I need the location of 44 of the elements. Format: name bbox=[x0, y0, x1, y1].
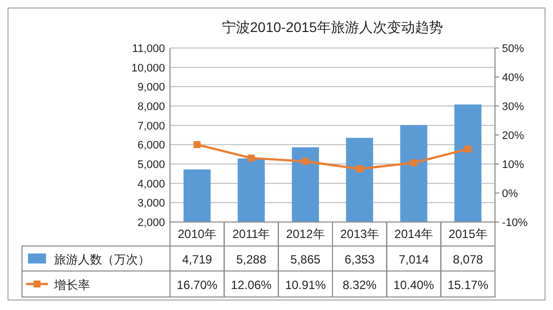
data-label: 10.91% bbox=[285, 278, 326, 292]
point bbox=[194, 141, 201, 148]
legend-label: 增长率 bbox=[53, 278, 90, 292]
point bbox=[356, 165, 364, 172]
y-tick-label: 4,000 bbox=[137, 178, 165, 190]
data-label: 5,288 bbox=[236, 252, 267, 266]
point bbox=[410, 159, 418, 166]
data-label: 12.06% bbox=[230, 278, 272, 292]
x-tick-label: 2010年 bbox=[178, 227, 216, 241]
data-label: 15.17% bbox=[448, 278, 489, 292]
point bbox=[464, 146, 472, 153]
y2-tick-label: 20% bbox=[502, 130, 524, 142]
y2-tick-label: 10% bbox=[502, 159, 524, 171]
y2-tick-label: -10% bbox=[502, 217, 528, 229]
chart-title: 宁波2010-2015年旅游人次变动趋势 bbox=[222, 19, 443, 35]
y2-tick-label: 40% bbox=[502, 72, 524, 84]
y-tick-label: 3,000 bbox=[137, 198, 165, 210]
data-label: 16.70% bbox=[176, 278, 218, 292]
x-tick-label: 2013年 bbox=[340, 227, 379, 241]
x-tick-label: 2012年 bbox=[286, 227, 325, 241]
y-tick-label: 8,000 bbox=[137, 101, 165, 113]
data-label: 8.32% bbox=[342, 278, 377, 292]
y-tick-label: 7,000 bbox=[137, 120, 165, 132]
x-tick-label: 2011年 bbox=[232, 227, 270, 241]
data-label: 7,014 bbox=[398, 252, 430, 266]
point bbox=[302, 158, 309, 165]
data-label: 5,865 bbox=[290, 252, 321, 266]
x-tick-label: 2015年 bbox=[448, 227, 488, 241]
data-label: 4,719 bbox=[182, 252, 212, 266]
y-tick-label: 9,000 bbox=[137, 82, 165, 94]
point bbox=[248, 154, 255, 162]
y-tick-label: 10,000 bbox=[131, 62, 165, 74]
x-tick-label: 2014年 bbox=[394, 227, 434, 241]
legend-label: 旅游人数（万次） bbox=[54, 252, 150, 266]
y-tick-label: 2,000 bbox=[137, 217, 165, 229]
y-tick-label: 11,000 bbox=[132, 43, 165, 55]
y-tick-label: 6,000 bbox=[137, 140, 165, 152]
y2-tick-label: 0% bbox=[502, 188, 518, 200]
y2-tick-label: 50% bbox=[502, 43, 524, 55]
y-tick-label: 5,000 bbox=[137, 159, 165, 171]
data-label: 8,078 bbox=[452, 252, 484, 266]
data-label: 10.40% bbox=[393, 278, 434, 292]
data-label: 6,353 bbox=[344, 252, 375, 266]
y2-tick-label: 30% bbox=[502, 101, 524, 113]
